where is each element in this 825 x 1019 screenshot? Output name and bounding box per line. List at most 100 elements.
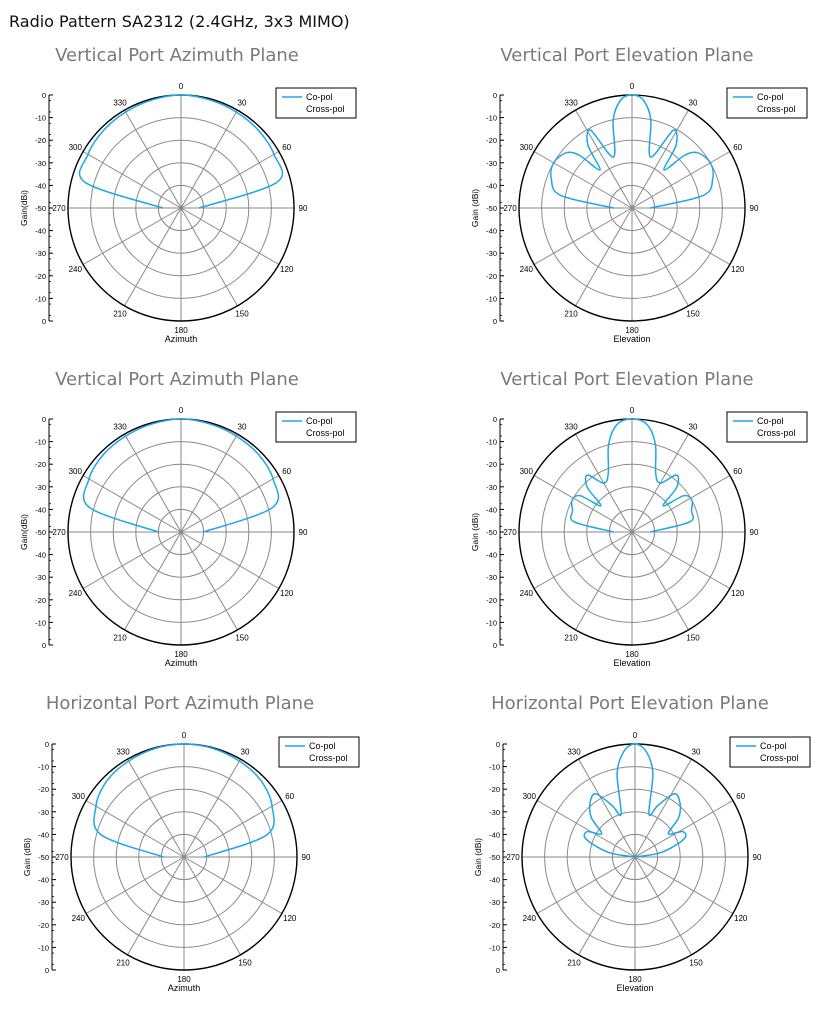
- grid-spoke: [536, 800, 636, 858]
- grid-spoke: [82, 151, 182, 209]
- angle-tick-label: 180: [625, 650, 639, 659]
- radial-tick-label: -20: [486, 460, 497, 469]
- radial-tick-label: -20: [35, 596, 46, 605]
- polar-grid: [68, 95, 294, 321]
- polar-grid: [519, 419, 745, 645]
- legend-box: [275, 87, 357, 119]
- radial-tick-label: -20: [486, 272, 497, 281]
- polar-chart: 0 30 60 90 120 150 180 210 240 270 300 330 0 -10 -20 -3…: [19, 406, 357, 668]
- radial-tick-label: -10: [489, 943, 500, 952]
- angle-tick-label: 0: [179, 406, 184, 415]
- chart-title: Horizontal Port Azimuth Plane: [45, 693, 315, 714]
- grid-spoke: [183, 800, 283, 858]
- radial-tick-label: -40: [489, 876, 500, 885]
- angle-tick-label: 30: [689, 98, 698, 107]
- angle-tick-label: 120: [283, 914, 297, 923]
- grid-spoke: [180, 433, 238, 533]
- grid-spoke: [183, 758, 241, 858]
- angle-tick-label: 120: [731, 589, 745, 598]
- grid-spoke: [575, 207, 633, 307]
- angle-tick-label: 300: [520, 467, 534, 476]
- radial-tick-label: -30: [35, 249, 46, 258]
- radial-tick-label: -30: [489, 808, 500, 817]
- radial-tick-label: -20: [38, 785, 49, 794]
- angle-tick-label: 0: [182, 731, 187, 740]
- radial-tick-label: -30: [486, 483, 497, 492]
- angle-tick-label: 240: [69, 265, 83, 274]
- legend-label: Co-pol: [306, 92, 333, 102]
- radial-tick-label: 0: [45, 740, 49, 749]
- legend-label: Cross-pol: [306, 428, 345, 438]
- radial-tick-label: -50: [38, 853, 49, 862]
- radial-tick-label: -30: [35, 483, 46, 492]
- radial-tick-label: -20: [38, 921, 49, 930]
- angle-tick-label: 120: [734, 914, 748, 923]
- polar-chart: 0 30 60 90 120 150 180 210 240 270 300 330 0 -10 -20 -3…: [22, 731, 360, 993]
- angle-tick-label: 0: [630, 406, 635, 415]
- radial-tick-label: -40: [35, 227, 46, 236]
- radial-tick-label: -40: [35, 505, 46, 514]
- radial-tick-label: -10: [486, 438, 497, 447]
- grid-spoke: [124, 433, 182, 533]
- legend-label: Cross-pol: [306, 104, 345, 114]
- chart-title: Vertical Port Azimuth Plane: [55, 45, 299, 66]
- grid-spoke: [631, 151, 731, 209]
- angle-tick-label: 150: [686, 310, 700, 319]
- radial-tick-label: -30: [35, 573, 46, 582]
- grid-spoke: [180, 109, 238, 209]
- grid-spoke: [578, 856, 636, 956]
- angle-tick-label: 300: [523, 792, 537, 801]
- polar-chart: 0 30 60 90 120 150 180 210 240 270 300 330 0 -10 -20 -3…: [470, 82, 808, 344]
- grid-spoke: [631, 531, 689, 631]
- grid-spoke: [180, 531, 238, 631]
- grid-spoke: [634, 800, 734, 858]
- angle-tick-label: 270: [503, 528, 517, 537]
- angle-tick-label: 90: [299, 204, 308, 213]
- legend-label: Cross-pol: [757, 104, 796, 114]
- grid-spoke: [180, 151, 280, 209]
- legend-label: Co-pol: [757, 416, 784, 426]
- angle-tick-label: 270: [52, 528, 66, 537]
- grid-spoke: [85, 856, 185, 914]
- chart-title: Vertical Port Azimuth Plane: [55, 369, 299, 390]
- angle-tick-label: 270: [52, 204, 66, 213]
- grid-spoke: [127, 856, 185, 956]
- angle-tick-label: 60: [282, 467, 291, 476]
- x-axis-label: Azimuth: [168, 983, 201, 993]
- grid-spoke: [631, 109, 689, 209]
- series-line-co-pol: [583, 743, 687, 858]
- radial-tick-label: -20: [35, 136, 46, 145]
- grid-spoke: [127, 758, 185, 858]
- angle-tick-label: 0: [633, 731, 638, 740]
- radial-tick-label: -50: [486, 204, 497, 213]
- angle-tick-label: 330: [564, 98, 578, 107]
- angle-tick-label: 300: [69, 467, 83, 476]
- angle-tick-label: 60: [736, 792, 745, 801]
- angle-tick-label: 60: [733, 467, 742, 476]
- angle-tick-label: 30: [238, 422, 247, 431]
- polar-grid: [71, 744, 297, 970]
- angle-tick-label: 90: [753, 853, 762, 862]
- radial-tick-label: 0: [496, 966, 500, 975]
- series-line-co-pol: [93, 743, 275, 858]
- series-line-co-pol: [82, 418, 280, 533]
- polar-grid: [522, 744, 748, 970]
- grid-spoke: [82, 531, 182, 589]
- angle-tick-label: 60: [285, 792, 294, 801]
- angle-tick-label: 90: [302, 853, 311, 862]
- radial-tick-label: 0: [42, 91, 46, 100]
- angle-tick-label: 240: [520, 589, 534, 598]
- angle-tick-label: 330: [567, 747, 581, 756]
- radial-tick-label: -40: [38, 876, 49, 885]
- legend: Co-pol Cross-pol: [729, 736, 811, 768]
- angle-tick-label: 30: [692, 747, 701, 756]
- angle-tick-label: 270: [503, 204, 517, 213]
- series-line-co-pol: [550, 94, 714, 209]
- radial-tick-label: -10: [35, 438, 46, 447]
- radial-tick-label: -30: [486, 573, 497, 582]
- radial-tick-label: -50: [489, 853, 500, 862]
- y-axis-label: Gain (dBi): [470, 513, 480, 551]
- polar-chart: 0 30 60 90 120 150 180 210 240 270 300 330 0 -10 -20 -3…: [470, 406, 808, 668]
- angle-tick-label: 180: [628, 975, 642, 984]
- legend: Co-pol Cross-pol: [726, 411, 808, 443]
